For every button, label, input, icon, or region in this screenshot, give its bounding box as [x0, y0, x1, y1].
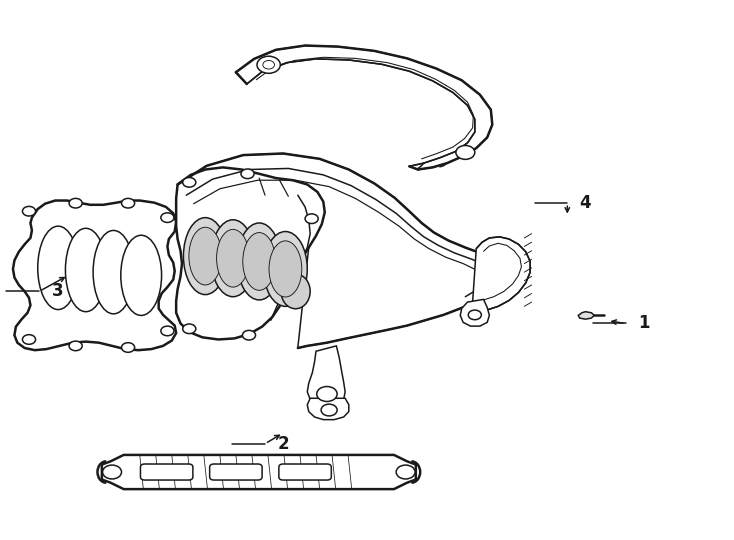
Ellipse shape — [269, 241, 302, 297]
Circle shape — [23, 335, 35, 345]
Circle shape — [183, 178, 196, 187]
Polygon shape — [236, 45, 493, 170]
Text: 4: 4 — [580, 194, 592, 212]
Ellipse shape — [237, 223, 281, 300]
Polygon shape — [308, 346, 345, 404]
Polygon shape — [102, 455, 415, 489]
Polygon shape — [178, 153, 502, 348]
Polygon shape — [176, 167, 324, 340]
Circle shape — [161, 326, 174, 336]
Ellipse shape — [121, 235, 161, 315]
Circle shape — [396, 465, 415, 479]
Circle shape — [263, 60, 275, 69]
Text: 1: 1 — [638, 314, 650, 333]
Circle shape — [468, 310, 482, 320]
Ellipse shape — [93, 231, 134, 314]
Circle shape — [257, 56, 280, 73]
Circle shape — [161, 213, 174, 222]
Circle shape — [321, 404, 337, 416]
FancyBboxPatch shape — [210, 464, 262, 480]
Ellipse shape — [264, 232, 308, 306]
FancyBboxPatch shape — [279, 464, 331, 480]
Ellipse shape — [184, 218, 227, 295]
Ellipse shape — [243, 233, 275, 291]
Circle shape — [183, 324, 196, 334]
Ellipse shape — [189, 227, 222, 285]
FancyBboxPatch shape — [140, 464, 193, 480]
Polygon shape — [472, 237, 530, 313]
Polygon shape — [578, 312, 595, 319]
Circle shape — [69, 341, 82, 350]
Circle shape — [241, 169, 254, 179]
Circle shape — [305, 214, 319, 224]
Circle shape — [103, 465, 122, 479]
Circle shape — [122, 343, 134, 352]
Circle shape — [456, 145, 475, 159]
Ellipse shape — [281, 274, 310, 309]
Circle shape — [242, 330, 255, 340]
Circle shape — [69, 198, 82, 208]
Circle shape — [317, 387, 337, 401]
Text: 2: 2 — [277, 435, 289, 453]
Text: 3: 3 — [51, 282, 63, 300]
Circle shape — [122, 198, 134, 208]
Ellipse shape — [217, 230, 250, 287]
Ellipse shape — [211, 220, 255, 296]
Ellipse shape — [65, 228, 106, 312]
Polygon shape — [308, 399, 349, 420]
Circle shape — [23, 206, 35, 216]
Polygon shape — [460, 299, 490, 326]
Polygon shape — [13, 200, 176, 350]
Ellipse shape — [37, 226, 79, 309]
